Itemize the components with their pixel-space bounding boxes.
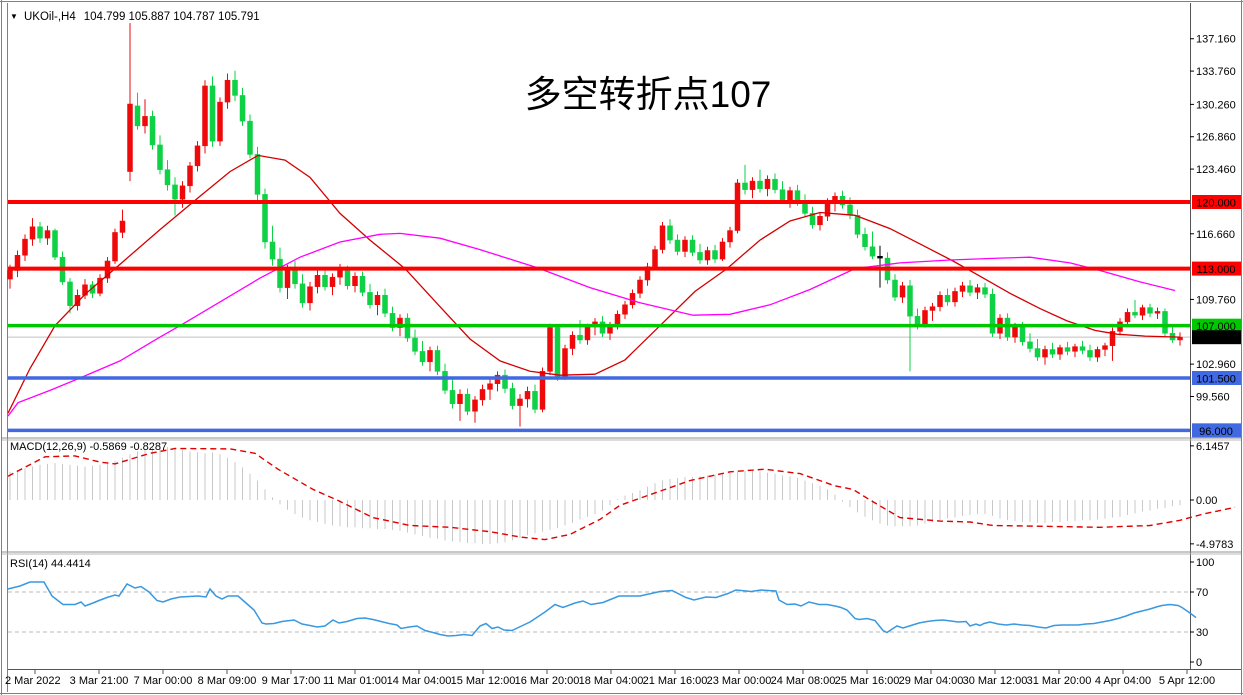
rsi-tick-label: 100 bbox=[1196, 557, 1214, 569]
price-tick-label: 123.460 bbox=[1196, 164, 1236, 176]
price-tick-label: 116.660 bbox=[1196, 229, 1235, 241]
level-price-label: 107.000 bbox=[1196, 321, 1236, 333]
current-price-label: 105.791 bbox=[1196, 333, 1236, 345]
time-tick-label: 24 Mar 08:00 bbox=[771, 675, 836, 687]
time-tick-label: 16 Mar 20:00 bbox=[515, 675, 580, 687]
price-axis[interactable]: 137.160 133.760 130.260 126.860 123.460 116.6… bbox=[1190, 34, 1236, 404]
symbol-title: UKOil-,H4 104.799 105.887 104.787 105.791 bbox=[24, 11, 260, 23]
time-tick-label: 23 Mar 00:00 bbox=[707, 675, 772, 687]
price-tick-label: 133.760 bbox=[1196, 66, 1236, 78]
rsi-tick-label: 30 bbox=[1196, 627, 1208, 639]
time-tick-label: 18 Mar 04:00 bbox=[579, 675, 644, 687]
level-price-label: 120.000 bbox=[1196, 198, 1236, 210]
price-tick-label: 99.560 bbox=[1196, 391, 1230, 403]
macd-plot[interactable] bbox=[8, 441, 1190, 551]
macd-label: MACD(12,26,9) -0.5869 -0.8287 bbox=[10, 441, 167, 453]
macd-pane: 6.1457 0.00 -4.9783 bbox=[7, 441, 1236, 551]
pane-separator-rsi[interactable] bbox=[2, 551, 1241, 555]
macd-tick-label: 0.00 bbox=[1196, 495, 1217, 507]
price-tick-label: 126.860 bbox=[1196, 132, 1236, 144]
macd-tick-label: -4.9783 bbox=[1196, 539, 1233, 551]
rsi-tick-label: 0 bbox=[1196, 657, 1202, 669]
rsi-tick-label: 70 bbox=[1196, 587, 1208, 599]
level-price-label: 113.000 bbox=[1197, 264, 1236, 276]
chart-header: ▼ UKOil-,H4 104.799 105.887 104.787 105.7… bbox=[10, 11, 260, 23]
time-tick-label: 14 Mar 04:00 bbox=[387, 675, 452, 687]
time-tick-label: 2 Mar 2022 bbox=[5, 675, 61, 687]
rsi-pane: 100 70 30 0 bbox=[7, 557, 1214, 669]
symbol-dropdown-icon[interactable]: ▼ bbox=[10, 12, 18, 21]
time-tick-label: 7 Mar 00:00 bbox=[134, 675, 193, 687]
macd-tick-label: 6.1457 bbox=[1196, 441, 1230, 453]
time-axis[interactable]: 2 Mar 2022 3 Mar 21:00 7 Mar 00:00 8 Mar 09… bbox=[5, 670, 1215, 687]
time-tick-label: 8 Mar 09:00 bbox=[198, 675, 257, 687]
price-tick-label: 109.760 bbox=[1196, 294, 1236, 306]
price-tick-label: 130.260 bbox=[1196, 99, 1236, 111]
time-tick-label: 25 Mar 16:00 bbox=[835, 675, 900, 687]
time-tick-label: 9 Mar 17:00 bbox=[262, 675, 321, 687]
pane-separator-macd[interactable] bbox=[2, 437, 1241, 441]
annotation-text: 多空转折点107 bbox=[525, 74, 772, 115]
time-tick-label: 15 Mar 12:00 bbox=[451, 675, 516, 687]
time-tick-label: 11 Mar 01:00 bbox=[323, 675, 387, 687]
time-tick-label: 29 Mar 04:00 bbox=[899, 675, 964, 687]
time-tick-label: 5 Apr 12:00 bbox=[1159, 675, 1215, 687]
candles bbox=[7, 23, 1183, 427]
time-tick-label: 30 Mar 12:00 bbox=[963, 675, 1028, 687]
level-price-label: 101.500 bbox=[1196, 374, 1236, 386]
main-chart-plot[interactable] bbox=[8, 24, 1190, 437]
time-tick-label: 3 Mar 21:00 bbox=[70, 675, 129, 687]
rsi-plot[interactable] bbox=[8, 555, 1190, 668]
time-tick-label: 4 Apr 04:00 bbox=[1095, 675, 1151, 687]
horizontal-levels: 120.000 113.000 107.000 101.500 96.000 105.79… bbox=[8, 195, 1241, 438]
time-tick-label: 21 Mar 16:00 bbox=[643, 675, 708, 687]
price-tick-label: 102.960 bbox=[1196, 359, 1236, 371]
rsi-label: RSI(14) 44.4414 bbox=[10, 558, 91, 570]
price-tick-label: 137.160 bbox=[1196, 34, 1236, 46]
level-price-label: 96.000 bbox=[1199, 426, 1233, 438]
time-tick-label: 31 Mar 20:00 bbox=[1027, 675, 1092, 687]
